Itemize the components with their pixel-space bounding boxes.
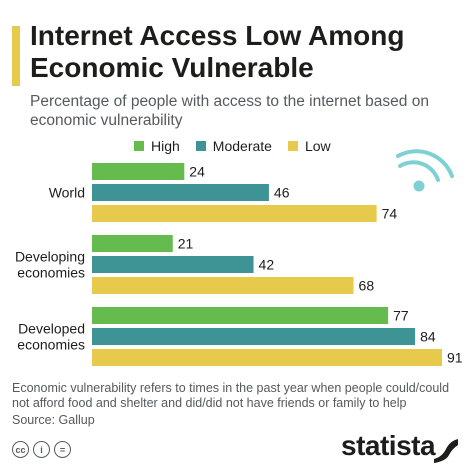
- statista-logo[interactable]: statista: [341, 430, 436, 461]
- bar-developed-economies-low: [92, 349, 442, 366]
- wifi-icon: [396, 149, 454, 192]
- category-label-developed-economies-line2: economies: [17, 337, 85, 353]
- chart-title: Internet Access Low Among Economic Vulne…: [30, 20, 405, 83]
- licence-icons: cc i =: [12, 441, 75, 458]
- value-label-world-moderate: 46: [274, 185, 290, 201]
- value-label-world-low: 74: [382, 206, 398, 222]
- title-accent-bar: [12, 26, 20, 86]
- value-label-developed-economies-moderate: 84: [420, 329, 436, 345]
- bar-chart: 244674World214268Developingeconomies7784…: [15, 163, 463, 366]
- statista-logo-mark: [434, 439, 458, 463]
- legend-label-low: Low: [304, 138, 331, 154]
- bar-world-low: [92, 205, 377, 222]
- bar-developed-economies-moderate: [92, 328, 416, 345]
- bar-world-moderate: [92, 184, 269, 201]
- category-label-developed-economies-line1: Developed: [18, 321, 85, 337]
- legend-item-low: Low: [287, 138, 331, 154]
- value-label-developing-economies-high: 21: [178, 236, 194, 252]
- no-derivatives-icon: =: [54, 441, 71, 458]
- value-label-developing-economies-low: 68: [359, 278, 375, 294]
- legend-label-high: High: [151, 138, 180, 154]
- value-label-developed-economies-high: 77: [393, 308, 409, 324]
- legend-swatch-high: [134, 141, 144, 151]
- cc-icon: cc: [12, 441, 29, 458]
- source: Source: Gallup: [12, 413, 95, 427]
- category-label-developing-economies-line2: economies: [17, 265, 85, 281]
- legend-swatch-low: [287, 141, 298, 151]
- footnote: Economic vulnerability refers to times i…: [12, 381, 450, 410]
- category-label-developing-economies-line1: Developing: [15, 249, 85, 265]
- legend-label-moderate: Moderate: [212, 138, 272, 154]
- legend-item-moderate: Moderate: [195, 138, 272, 154]
- attribution-icon: i: [33, 441, 50, 458]
- value-label-world-high: 24: [189, 164, 205, 180]
- bar-world-high: [92, 163, 185, 180]
- legend-swatch-moderate: [195, 141, 206, 151]
- legend: High Moderate Low: [134, 137, 347, 155]
- bar-developing-economies-high: [92, 235, 173, 252]
- bar-developing-economies-moderate: [92, 256, 254, 273]
- value-label-developing-economies-moderate: 42: [259, 257, 275, 273]
- value-label-developed-economies-low: 91: [447, 350, 463, 366]
- bar-developing-economies-low: [92, 277, 354, 294]
- legend-item-high: High: [134, 138, 180, 154]
- chart-subtitle: Percentage of people with access to the …: [30, 93, 429, 129]
- bar-developed-economies-high: [92, 307, 389, 324]
- category-label-world: World: [49, 185, 85, 201]
